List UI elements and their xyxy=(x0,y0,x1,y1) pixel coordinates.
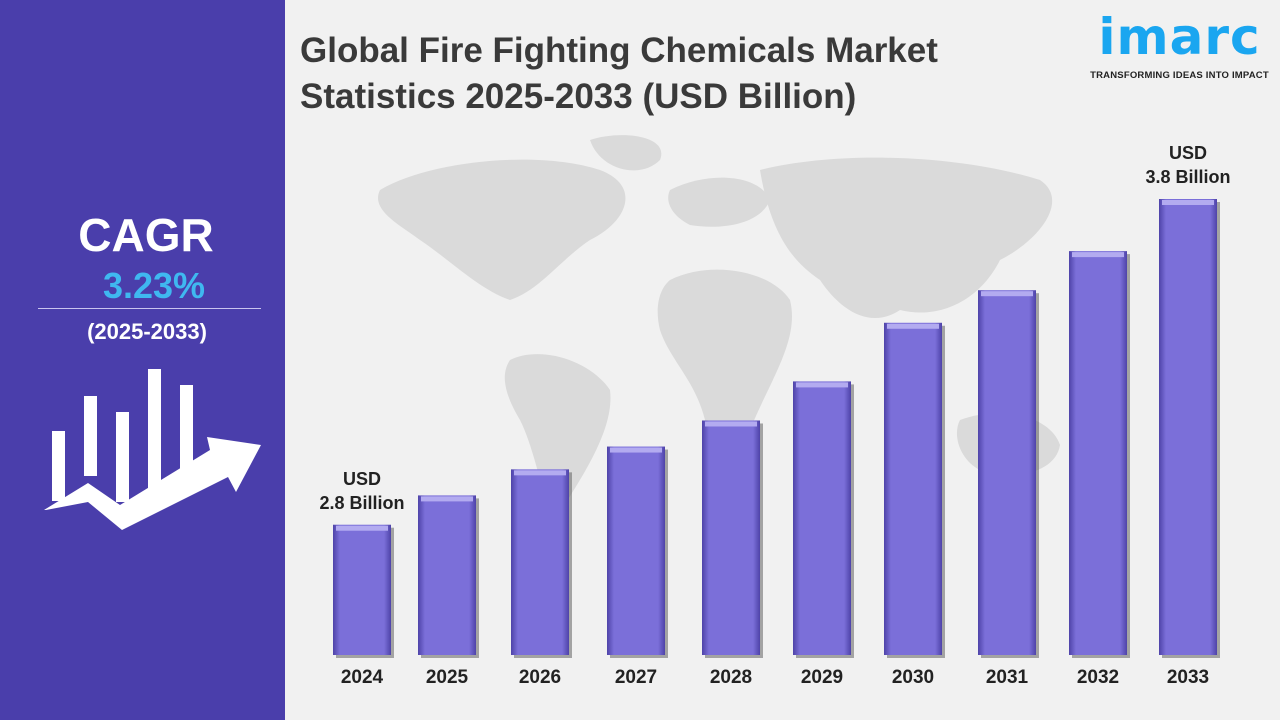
data-label-2024: USD 2.8 Billion xyxy=(292,467,432,515)
x-tick-label: 2032 xyxy=(1077,667,1119,688)
bar-top-highlight xyxy=(887,323,939,329)
growth-chart-icon xyxy=(44,369,261,530)
bar-top-highlight xyxy=(1162,200,1214,205)
cagr-period: (2025-2033) xyxy=(87,319,207,344)
bar-2025 xyxy=(418,495,476,655)
bar-2027 xyxy=(607,446,665,655)
bar-top-highlight xyxy=(796,382,848,388)
page-title: Global Fire Fighting Chemicals Market St… xyxy=(300,28,938,120)
x-tick-label: 2024 xyxy=(341,667,384,688)
logo-tagline: TRANSFORMING IDEAS INTO IMPACT xyxy=(1090,70,1269,81)
bar-top-highlight xyxy=(514,470,566,476)
bar-2028 xyxy=(702,420,760,655)
bar-top-highlight xyxy=(981,291,1033,297)
divider xyxy=(38,308,261,309)
x-tick-label: 2030 xyxy=(892,667,934,688)
bar-2030 xyxy=(884,322,942,655)
cagr-label: CAGR xyxy=(78,209,214,261)
data-label-line: 2.8 Billion xyxy=(319,492,405,513)
x-tick-label: 2029 xyxy=(801,667,843,688)
cagr-value: 3.23% xyxy=(102,265,206,306)
bar-top-highlight xyxy=(421,496,473,502)
data-label-line: 3.8 Billion xyxy=(1145,167,1231,187)
data-label-line: USD xyxy=(1168,143,1207,163)
title-line-1: Global Fire Fighting Chemicals Market xyxy=(300,31,938,70)
imarc-logo: imarc TRANSFORMING IDEAS INTO IMPACT xyxy=(1082,10,1277,82)
x-tick-label: 2028 xyxy=(710,667,752,688)
x-tick-label: 2026 xyxy=(519,667,561,688)
cagr-panel: CAGR 3.23% (2025-2033) xyxy=(0,0,285,720)
bar-top-highlight xyxy=(1072,252,1124,258)
bar-2024 xyxy=(333,524,391,655)
title-line-2: Statistics 2025-2033 (USD Billion) xyxy=(300,77,857,116)
bar-top-highlight xyxy=(705,421,757,427)
bar-2029 xyxy=(793,381,851,655)
bar-2031 xyxy=(978,290,1036,655)
bar-2033 xyxy=(1159,199,1217,655)
logo-wordmark: imarc xyxy=(1098,8,1261,66)
world-map-background xyxy=(378,135,1060,520)
data-label-2033: USD 3.8 Billion xyxy=(1118,141,1258,189)
bar-2032 xyxy=(1069,251,1127,655)
bar-top-highlight xyxy=(610,447,662,453)
x-tick-label: 2025 xyxy=(426,667,469,688)
bar-2026 xyxy=(511,469,569,655)
x-tick-label: 2031 xyxy=(986,667,1029,688)
bar-top-highlight xyxy=(336,525,388,531)
x-tick-label: 2033 xyxy=(1167,667,1209,688)
x-tick-label: 2027 xyxy=(615,667,657,688)
data-label-line: USD xyxy=(342,468,381,489)
